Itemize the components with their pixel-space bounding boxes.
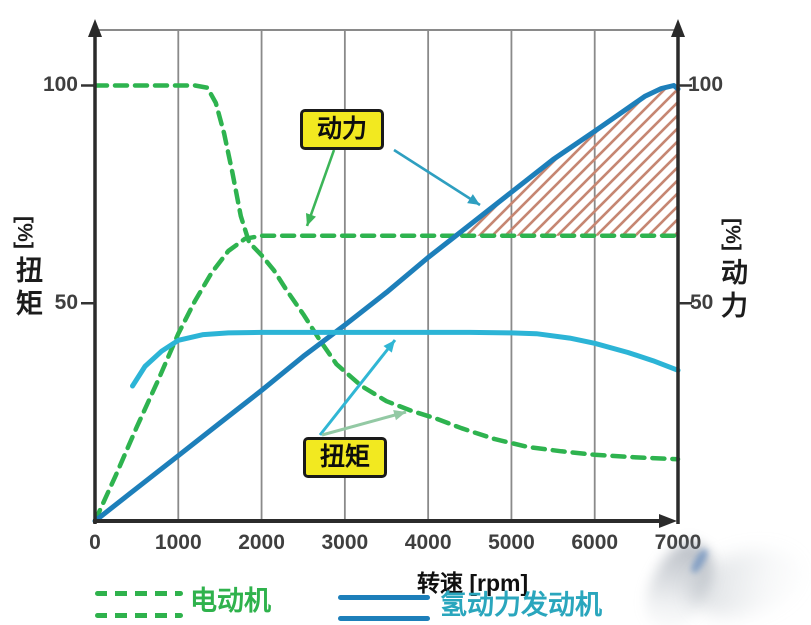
legend-label-hydrogen-engine: 氢动力发动机 [440,590,602,620]
legend-solid-swatch-2 [338,616,430,621]
x-tick-label-4000: 4000 [404,531,452,554]
x-tick-label-1000: 1000 [154,531,202,554]
left-ytick-50: 50 [54,291,78,314]
power-callout-box: 动力 [300,109,385,150]
legend-label-electric-motor: 电动机 [190,586,271,616]
right-axis-char-2: 力 [721,291,748,321]
legend-solid-swatch-1 [338,595,430,600]
x-tick-label-0: 0 [89,531,101,554]
left-ytick-100: 100 [42,73,78,96]
left-axis-char-2: 矩 [16,289,43,319]
legend-dashed-swatch-1 [95,591,183,596]
right-axis-unit: [%] [720,218,744,251]
x-tick-label-3000: 3000 [321,531,369,554]
x-tick-label-2000: 2000 [238,531,285,554]
torque-callout-box: 扭矩 [303,437,388,478]
left-axis-char-1: 扭 [16,256,43,286]
x-tick-label-5000: 5000 [488,531,535,554]
right-axis-char-1: 动 [721,258,748,288]
right-ytick-100: 100 [688,73,724,96]
x-axis-title: 转速 [rpm] [417,570,529,596]
right-ytick-50: 50 [690,291,714,314]
legend-dashed-swatch-2 [95,613,183,618]
x-tick-label-6000: 6000 [571,531,619,554]
x-tick-label-7000: 7000 [654,531,702,554]
left-axis-unit: [%] [12,216,36,249]
